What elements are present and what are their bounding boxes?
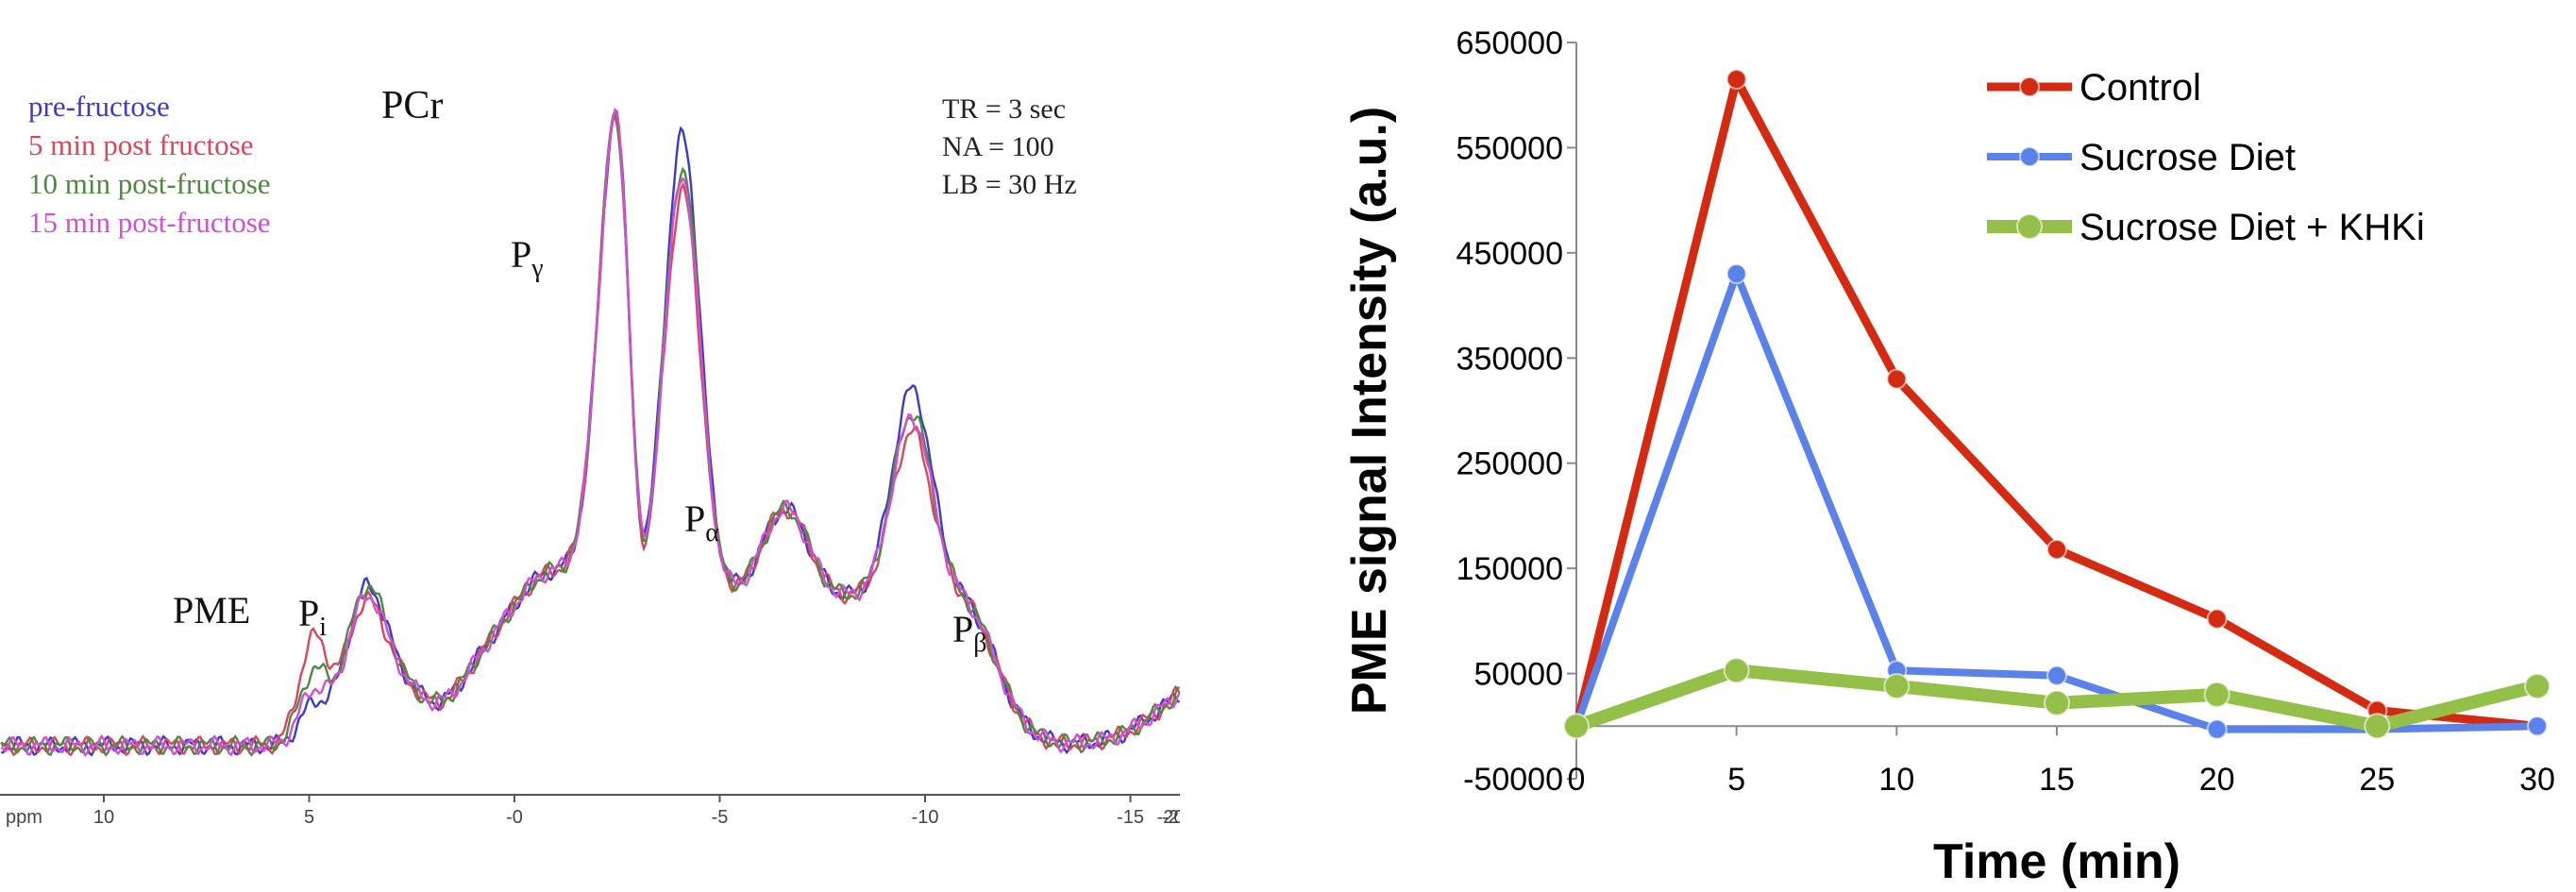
y-tick-label: 250000 xyxy=(1456,446,1563,482)
x-tick-label: 20 xyxy=(2199,762,2235,798)
data-point xyxy=(2046,539,2067,561)
ppm-tick-label: -10 xyxy=(912,807,939,828)
spectrum-lines xyxy=(0,107,1180,757)
data-point xyxy=(2044,689,2070,716)
nmr-spectrum-chart: 10 5 -0 -5 -10 -15 -20-2 ppm pre-fructose 5 mi… xyxy=(0,84,1180,828)
x-tick-label: 10 xyxy=(1878,762,1914,798)
data-point xyxy=(2527,715,2548,737)
legend-swatch-marker xyxy=(2019,76,2040,97)
x-tick-label: 25 xyxy=(2359,762,2395,798)
legend: Control Sucrose Diet Sucrose Diet + KHKi xyxy=(1987,67,2425,248)
legend-label: Sucrose Diet xyxy=(2079,137,2296,178)
param-lb: LB = 30 Hz xyxy=(942,169,1077,200)
peak-label-pme: PME xyxy=(173,589,250,631)
x-tick-label: 0 xyxy=(1568,762,1586,798)
y-tick-label: -50000 xyxy=(1463,762,1563,798)
legend-item-5-min: 5 min post fructose xyxy=(28,128,254,161)
legend-label: Sucrose Diet + KHKi xyxy=(2079,207,2425,248)
spectrum-line xyxy=(0,108,1180,757)
y-tick-label: 50000 xyxy=(1473,657,1563,693)
data-point xyxy=(1726,69,1747,90)
data-point xyxy=(2206,718,2228,740)
ppm-axis-label: ppm xyxy=(6,807,42,828)
data-point xyxy=(2046,665,2067,686)
legend-item-10-min: 10 min post-fructose xyxy=(28,167,271,200)
series-group xyxy=(1563,69,2551,740)
y-tick-label: 150000 xyxy=(1456,551,1563,587)
peak-label-pi: Pi xyxy=(298,592,327,642)
peak-label-palpha: Pα xyxy=(684,497,719,547)
x-tick-label: 5 xyxy=(1727,762,1745,798)
series-sucrose-diet-khki xyxy=(1563,657,2551,740)
series-sucrose-diet xyxy=(1566,263,2548,740)
ppm-tick-label: 10 xyxy=(93,807,114,828)
pme-time-chart: 650000 550000 450000 350000 250000 150000 5000… xyxy=(1342,25,2555,889)
data-point xyxy=(1886,368,1908,390)
data-point xyxy=(2364,713,2391,740)
ppm-tick-label: -2 xyxy=(1162,807,1179,828)
legend-item-pre-fructose: pre-fructose xyxy=(28,90,170,123)
data-point xyxy=(1883,672,1911,699)
ppm-axis-ticks: 10 5 -0 -5 -10 -15 -20-2 xyxy=(93,795,1180,828)
acquisition-params: TR = 3 sec NA = 100 LB = 30 Hz xyxy=(942,93,1077,200)
data-point xyxy=(2206,608,2228,630)
spectrum-legend: pre-fructose 5 min post fructose 10 min … xyxy=(28,90,271,239)
peak-label-pcr: PCr xyxy=(381,84,443,127)
series-line xyxy=(1573,270,2538,733)
pme-time-panel: 650000 550000 450000 350000 250000 150000 5000… xyxy=(1180,0,2576,892)
y-axis: 650000 550000 450000 350000 250000 150000 5000… xyxy=(1456,25,1577,798)
y-tick-label: 350000 xyxy=(1456,341,1563,377)
ppm-tick-label: -0 xyxy=(506,807,523,828)
data-point xyxy=(1563,713,1590,740)
data-point xyxy=(1726,263,1747,285)
ppm-tick-label: -15 xyxy=(1117,807,1144,828)
param-na: NA = 100 xyxy=(942,131,1054,162)
legend-swatch-marker xyxy=(2016,213,2043,240)
series-control xyxy=(1566,69,2548,737)
x-axis-title: Time (min) xyxy=(1933,834,2180,889)
legend-item: Sucrose Diet + KHKi xyxy=(1987,207,2425,248)
peak-labels: PME Pi PCr Pγ Pα Pβ xyxy=(173,84,987,658)
peak-label-pgamma: Pγ xyxy=(511,233,544,283)
legend-item-15-min: 15 min post-fructose xyxy=(28,206,271,239)
y-axis-title: PME signal Intensity (a.u.) xyxy=(1342,107,1397,715)
y-tick-label: 450000 xyxy=(1456,236,1563,272)
x-axis: 0 5 10 15 20 25 30 xyxy=(1568,725,2555,798)
legend-item: Control xyxy=(1987,67,2201,109)
legend-item: Sucrose Diet xyxy=(1987,137,2296,178)
x-tick-label: 30 xyxy=(2519,762,2555,798)
ppm-tick-label: -5 xyxy=(712,807,729,828)
legend-label: Control xyxy=(2079,67,2201,109)
y-tick-label: 550000 xyxy=(1456,130,1563,166)
x-tick-label: 15 xyxy=(2039,762,2075,798)
ppm-tick-label: -20 xyxy=(1157,807,1180,828)
data-point xyxy=(2524,672,2551,699)
data-point xyxy=(1723,657,1750,684)
peak-label-pbeta: Pβ xyxy=(952,608,987,658)
param-tr: TR = 3 sec xyxy=(942,93,1066,125)
data-point xyxy=(2203,681,2231,708)
series-line xyxy=(1572,75,2538,731)
y-tick-label: 650000 xyxy=(1456,25,1563,61)
nmr-spectrum-panel: 10 5 -0 -5 -10 -15 -20 -2 ppm pre-fructose 5 mi… xyxy=(0,0,1180,892)
legend-swatch-marker xyxy=(2019,146,2040,167)
ppm-tick-label: 5 xyxy=(304,807,314,828)
